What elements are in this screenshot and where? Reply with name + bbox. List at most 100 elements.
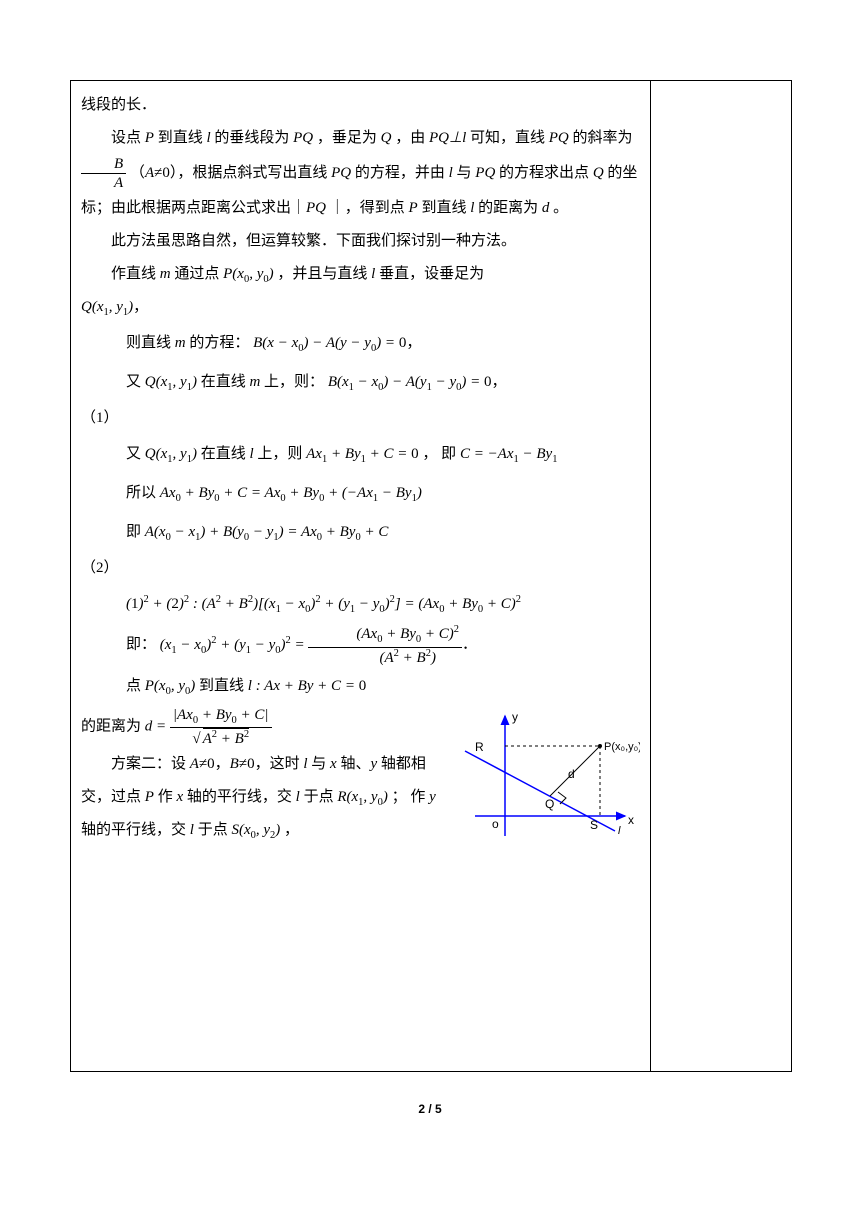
eq-so: 所以 Ax0 + By0 + C = Ax0 + By0 + (−Ax1 − B… (81, 474, 640, 513)
segment-d: d (568, 767, 575, 781)
num: |Ax0 + By0 + C| (170, 706, 272, 729)
t: 又 (126, 446, 145, 462)
expr: B(x − x0) − A(y − y0) = 0 (253, 335, 406, 351)
expr: C = −Ax1 − By1 (460, 446, 558, 462)
t: 的距离为 (81, 719, 145, 735)
point-R: R (475, 740, 484, 754)
t: 点 (126, 678, 145, 694)
t: （ (130, 165, 145, 181)
origin-label: o (492, 817, 499, 831)
t: ≠0），根据点斜式写出直线 (154, 165, 331, 181)
sym-P: P (145, 789, 154, 805)
t: 此方法虽思路自然，但运算较繁．下面我们探讨别一种方法。 (111, 233, 516, 249)
x-axis-label: x (628, 813, 634, 827)
t: 于点 (304, 789, 338, 805)
expr: Q(x1, y1) (145, 374, 197, 390)
t: ， 即 (422, 446, 460, 462)
t: 作 (158, 789, 177, 805)
eq-result: 即： (x1 − x0)2 + (y1 − y0)2 = (Ax0 + By0 … (81, 624, 640, 667)
t: 轴的平行线，交 (81, 822, 190, 838)
t: ，由 (395, 130, 429, 146)
expr: Q(x1, y1) (81, 299, 133, 315)
t: ． (462, 637, 477, 653)
sym-B: B (230, 756, 239, 772)
t: ，垂足为 (317, 130, 381, 146)
t: 可知，直线 (470, 130, 549, 146)
expr: Ax0 + By0 + C = Ax0 + By0 + (−Ax1 − By1) (160, 485, 422, 501)
sym-x: x (330, 756, 337, 772)
t: 与 (311, 756, 330, 772)
sym-PQ: PQ (331, 165, 351, 181)
point-P: P(x₀,y₀) (604, 741, 640, 753)
frac-result: (Ax0 + By0 + C)2 (A2 + B2) (308, 624, 462, 667)
eq-Q-on-l: 又 Q(x1, y1) 在直线 l 上，则 Ax1 + By1 + C = 0 … (81, 435, 640, 474)
expr: A(x0 − x1) + B(y0 − y1) = Ax0 + By0 + C (145, 524, 389, 540)
eq-Q-on-m: 又 Q(x1, y1) 在直线 m 上，则： B(x1 − x0) − A(y1… (81, 363, 640, 402)
point-Q: Q (545, 797, 554, 811)
sym-Q: Q (593, 165, 604, 181)
content-frame: 线段的长． 设点 P 到直线 l 的垂线段为 PQ ，垂足为 Q ，由 PQ⊥l… (70, 80, 792, 1072)
den: (A2 + B2) (308, 648, 462, 667)
sym-l: l (296, 789, 300, 805)
t: 。 (553, 200, 568, 216)
sym-l: l (470, 200, 474, 216)
num: (Ax0 + By0 + C)2 (308, 624, 462, 648)
sym-A: A (145, 165, 154, 181)
t: ， (284, 822, 299, 838)
eq-ie: 即 A(x0 − x1) + B(y0 − y1) = Ax0 + By0 + … (81, 513, 640, 552)
sym-m: m (160, 266, 171, 282)
eq-line-m: 则直线 m 的方程： B(x − x0) − A(y − y0) = 0， (81, 324, 640, 363)
frac-d: |Ax0 + By0 + C| A2 + B2 (170, 706, 272, 749)
t: ， (492, 374, 507, 390)
num: B (81, 155, 126, 174)
t: ≠0，这时 (239, 756, 303, 772)
t: 的方程，并由 (355, 165, 449, 181)
t: 又 (126, 374, 145, 390)
y-axis-label: y (512, 710, 518, 724)
sym-l: l (449, 165, 453, 181)
sym-PQ: PQ (306, 200, 326, 216)
expr: Ax1 + By1 + C = 0 (306, 446, 419, 462)
sym-PQ: PQ (549, 130, 569, 146)
t: 的斜率为 (573, 130, 633, 146)
den: A2 + B2 (170, 728, 272, 748)
t: 设点 (111, 130, 145, 146)
t: 作直线 (111, 266, 160, 282)
sym-P: P (145, 130, 154, 146)
t: （1） (81, 410, 119, 426)
page-number: 2 / 5 (70, 1102, 790, 1116)
line-l: l (618, 825, 621, 837)
expr: l : Ax + By + C = 0 (248, 678, 366, 694)
t: 的距离为 (478, 200, 542, 216)
t: 上，则 (257, 446, 306, 462)
t: 到直线 (421, 200, 470, 216)
t: 上，则： (264, 374, 324, 390)
main-column: 线段的长． 设点 P 到直线 l 的垂线段为 PQ ，垂足为 Q ，由 PQ⊥l… (71, 81, 651, 1071)
t: 轴的平行线，交 (187, 789, 296, 805)
label-2: （2） (81, 552, 640, 585)
para-3: 此方法虽思路自然，但运算较繁．下面我们探讨别一种方法。 (81, 225, 640, 258)
sym-m: m (249, 374, 260, 390)
point-to-line: 点 P(x0, y0) 到直线 l : Ax + By + C = 0 (81, 667, 640, 706)
para-5: Q(x1, y1)， (81, 291, 640, 324)
sym-Q: Q (381, 130, 392, 146)
sym-PQ: PQ (293, 130, 313, 146)
expr: d = (145, 719, 170, 735)
t: 方案二：设 (111, 756, 190, 772)
page-container: 线段的长． 设点 P 到直线 l 的垂线段为 PQ ，垂足为 Q ，由 PQ⊥l… (0, 0, 860, 1156)
t: 即 (126, 524, 145, 540)
para-1: 线段的长． (81, 89, 640, 122)
expr: (x1 − x0)2 + (y1 − y0)2 = (160, 637, 309, 653)
sym-y: y (429, 789, 436, 805)
para-4: 作直线 m 通过点 P(x0, y0) ，并且与直线 l 垂直，设垂足为 (81, 258, 640, 291)
sym-m: m (175, 335, 186, 351)
expr: Q(x1, y1) (145, 446, 197, 462)
expr: (1)2 + (2)2 : (A2 + B2)[(x1 − x0)2 + (y1… (126, 596, 521, 612)
sym-l: l (190, 822, 194, 838)
frac-B-A: BA (81, 155, 126, 192)
t: 轴、 (340, 756, 370, 772)
point-S: S (590, 818, 598, 832)
para-2: 设点 P 到直线 l 的垂线段为 PQ ，垂足为 Q ，由 PQ⊥l 可知，直线… (81, 122, 640, 225)
t: 于点 (198, 822, 232, 838)
sym-l: l (371, 266, 375, 282)
